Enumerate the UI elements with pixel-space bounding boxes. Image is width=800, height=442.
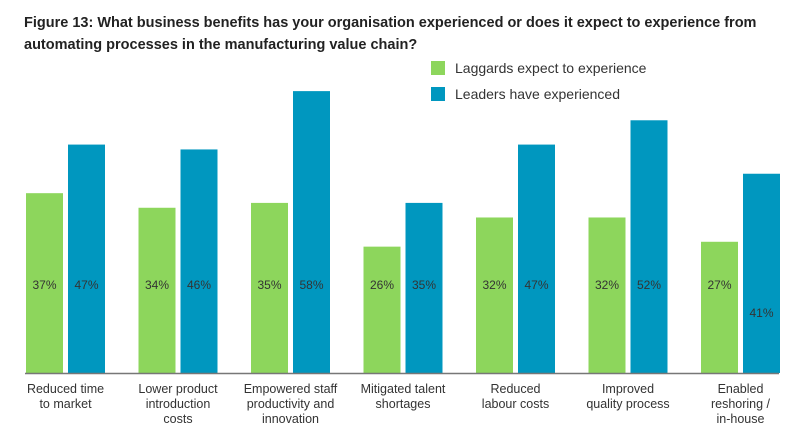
legend-swatch	[431, 61, 445, 75]
category-label: costs	[163, 412, 192, 426]
category-label: Enabled	[718, 382, 764, 396]
bar	[405, 202, 443, 373]
category-label: labour costs	[482, 397, 549, 411]
category-label: Reduced time	[27, 382, 104, 396]
bar	[588, 217, 626, 373]
data-label: 35%	[257, 278, 281, 292]
legend-label: Laggards expect to experience	[455, 60, 647, 76]
category-label: Mitigated talent	[361, 382, 446, 396]
category-label: in-house	[717, 412, 765, 426]
bar	[68, 144, 105, 373]
data-label: 47%	[74, 278, 98, 292]
data-label: 32%	[482, 278, 506, 292]
category-label: Empowered staff	[244, 382, 338, 396]
bar	[476, 217, 513, 373]
bar	[180, 149, 218, 373]
category-label: Reduced	[490, 382, 540, 396]
category-label: productivity and	[247, 397, 335, 411]
category-label: shortages	[376, 397, 431, 411]
data-label: 26%	[370, 278, 394, 292]
bar	[363, 246, 401, 373]
category-label: introduction	[146, 397, 211, 411]
data-label: 35%	[412, 278, 436, 292]
bar	[138, 207, 176, 373]
data-label: 32%	[595, 278, 619, 292]
data-label: 34%	[145, 278, 169, 292]
legend-swatch	[431, 87, 445, 101]
category-label: reshoring /	[711, 397, 771, 411]
category-label: to market	[39, 397, 92, 411]
bar	[743, 173, 780, 373]
data-label: 58%	[299, 278, 323, 292]
data-label: 37%	[32, 278, 56, 292]
category-label: Improved	[602, 382, 654, 396]
bar	[518, 144, 555, 373]
data-label: 46%	[187, 278, 211, 292]
bar	[630, 120, 668, 373]
bar	[293, 91, 330, 374]
data-label: 41%	[749, 306, 773, 320]
chart-title: Figure 13: What business benefits has yo…	[24, 15, 757, 53]
bar	[701, 241, 738, 373]
bar	[26, 193, 63, 373]
legend-label: Leaders have experienced	[455, 86, 620, 102]
category-label: innovation	[262, 412, 319, 426]
data-label: 47%	[524, 278, 548, 292]
bar	[251, 202, 288, 373]
data-label: 27%	[707, 278, 731, 292]
category-label: quality process	[586, 397, 669, 411]
data-label: 52%	[637, 278, 661, 292]
category-label: Lower product	[138, 382, 218, 396]
